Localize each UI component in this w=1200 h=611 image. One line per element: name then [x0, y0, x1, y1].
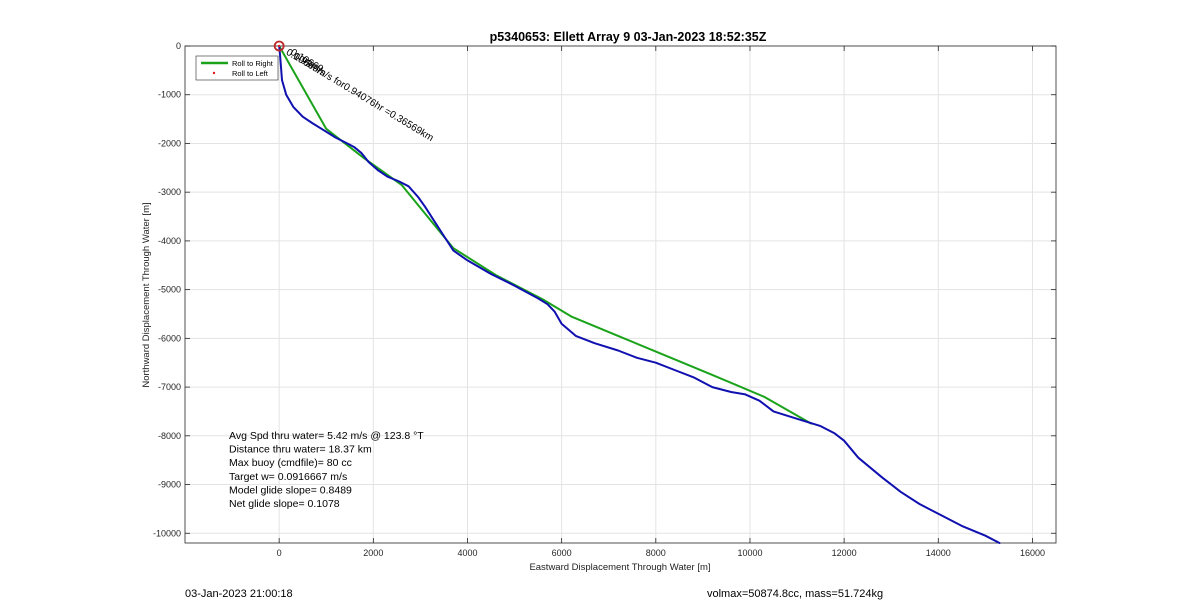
axes: 0 2000 4000 6000 8000 10000 12000 14000 16000 0 -1…	[153, 41, 1057, 558]
footer-volmax-mass: volmax=50874.8cc, mass=51.724kg	[707, 588, 884, 600]
x-tick-label: 6000	[552, 548, 572, 558]
stats-line: Net glide slope= 0.1078	[229, 498, 340, 510]
y-tick-label: -7000	[158, 382, 181, 392]
footer-timestamp: 03-Jan-2023 21:00:18	[185, 588, 293, 600]
x-axis-label: Eastward Displacement Through Water [m]	[529, 562, 710, 573]
x-tick-label: 16000	[1020, 548, 1045, 558]
y-tick-label: -3000	[158, 187, 181, 197]
y-tick-label: -2000	[158, 138, 181, 148]
legend-label: Roll to Right	[232, 59, 274, 68]
x-tick-label: 4000	[457, 548, 477, 558]
y-tick-label: -4000	[158, 236, 181, 246]
x-tick-label: 0	[277, 548, 282, 558]
series-line-roll-to-right	[278, 45, 813, 425]
axes-box	[184, 45, 1057, 544]
series-point	[277, 44, 281, 48]
y-tick-label: -10000	[153, 528, 181, 538]
plot-area	[185, 46, 1056, 543]
x-tick-label: 2000	[363, 548, 383, 558]
stats-line: Max buoy (cmdfile)= 80 cc	[229, 457, 352, 469]
x-tick-label: 8000	[646, 548, 666, 558]
y-tick-label: -5000	[158, 285, 181, 295]
legend-swatch	[212, 71, 216, 75]
legend-label: Roll to Left	[232, 69, 269, 78]
x-tick-label: 10000	[737, 548, 762, 558]
y-tick-label: -6000	[158, 333, 181, 343]
stats-line: Target w= 0.0916667 m/s	[229, 471, 347, 483]
x-tick-label: 12000	[832, 548, 857, 558]
series-line-track	[278, 45, 1001, 544]
series-layer	[273, 40, 1001, 544]
stats-line: Avg Spd thru water= 5.42 m/s @ 123.8 °T	[229, 430, 424, 442]
y-tick-label: 0	[176, 41, 181, 51]
stats-line: Model glide slope= 0.8489	[229, 484, 352, 496]
chart-title: p5340653: Ellett Array 9 03-Jan-2023 18:…	[490, 30, 767, 44]
y-tick-label: -9000	[158, 480, 181, 490]
legend-box	[195, 55, 279, 81]
y-axis-label: Northward Displacement Through Water [m]	[141, 202, 152, 387]
y-tick-label: -8000	[158, 431, 181, 441]
y-tick-label: -1000	[158, 90, 181, 100]
stats-block: Avg Spd thru water= 5.42 m/s @ 123.8 °T D…	[229, 430, 424, 510]
start-marker	[273, 40, 285, 52]
x-tick-label: 14000	[926, 548, 951, 558]
stats-line: Distance thru water= 18.37 km	[229, 444, 372, 456]
